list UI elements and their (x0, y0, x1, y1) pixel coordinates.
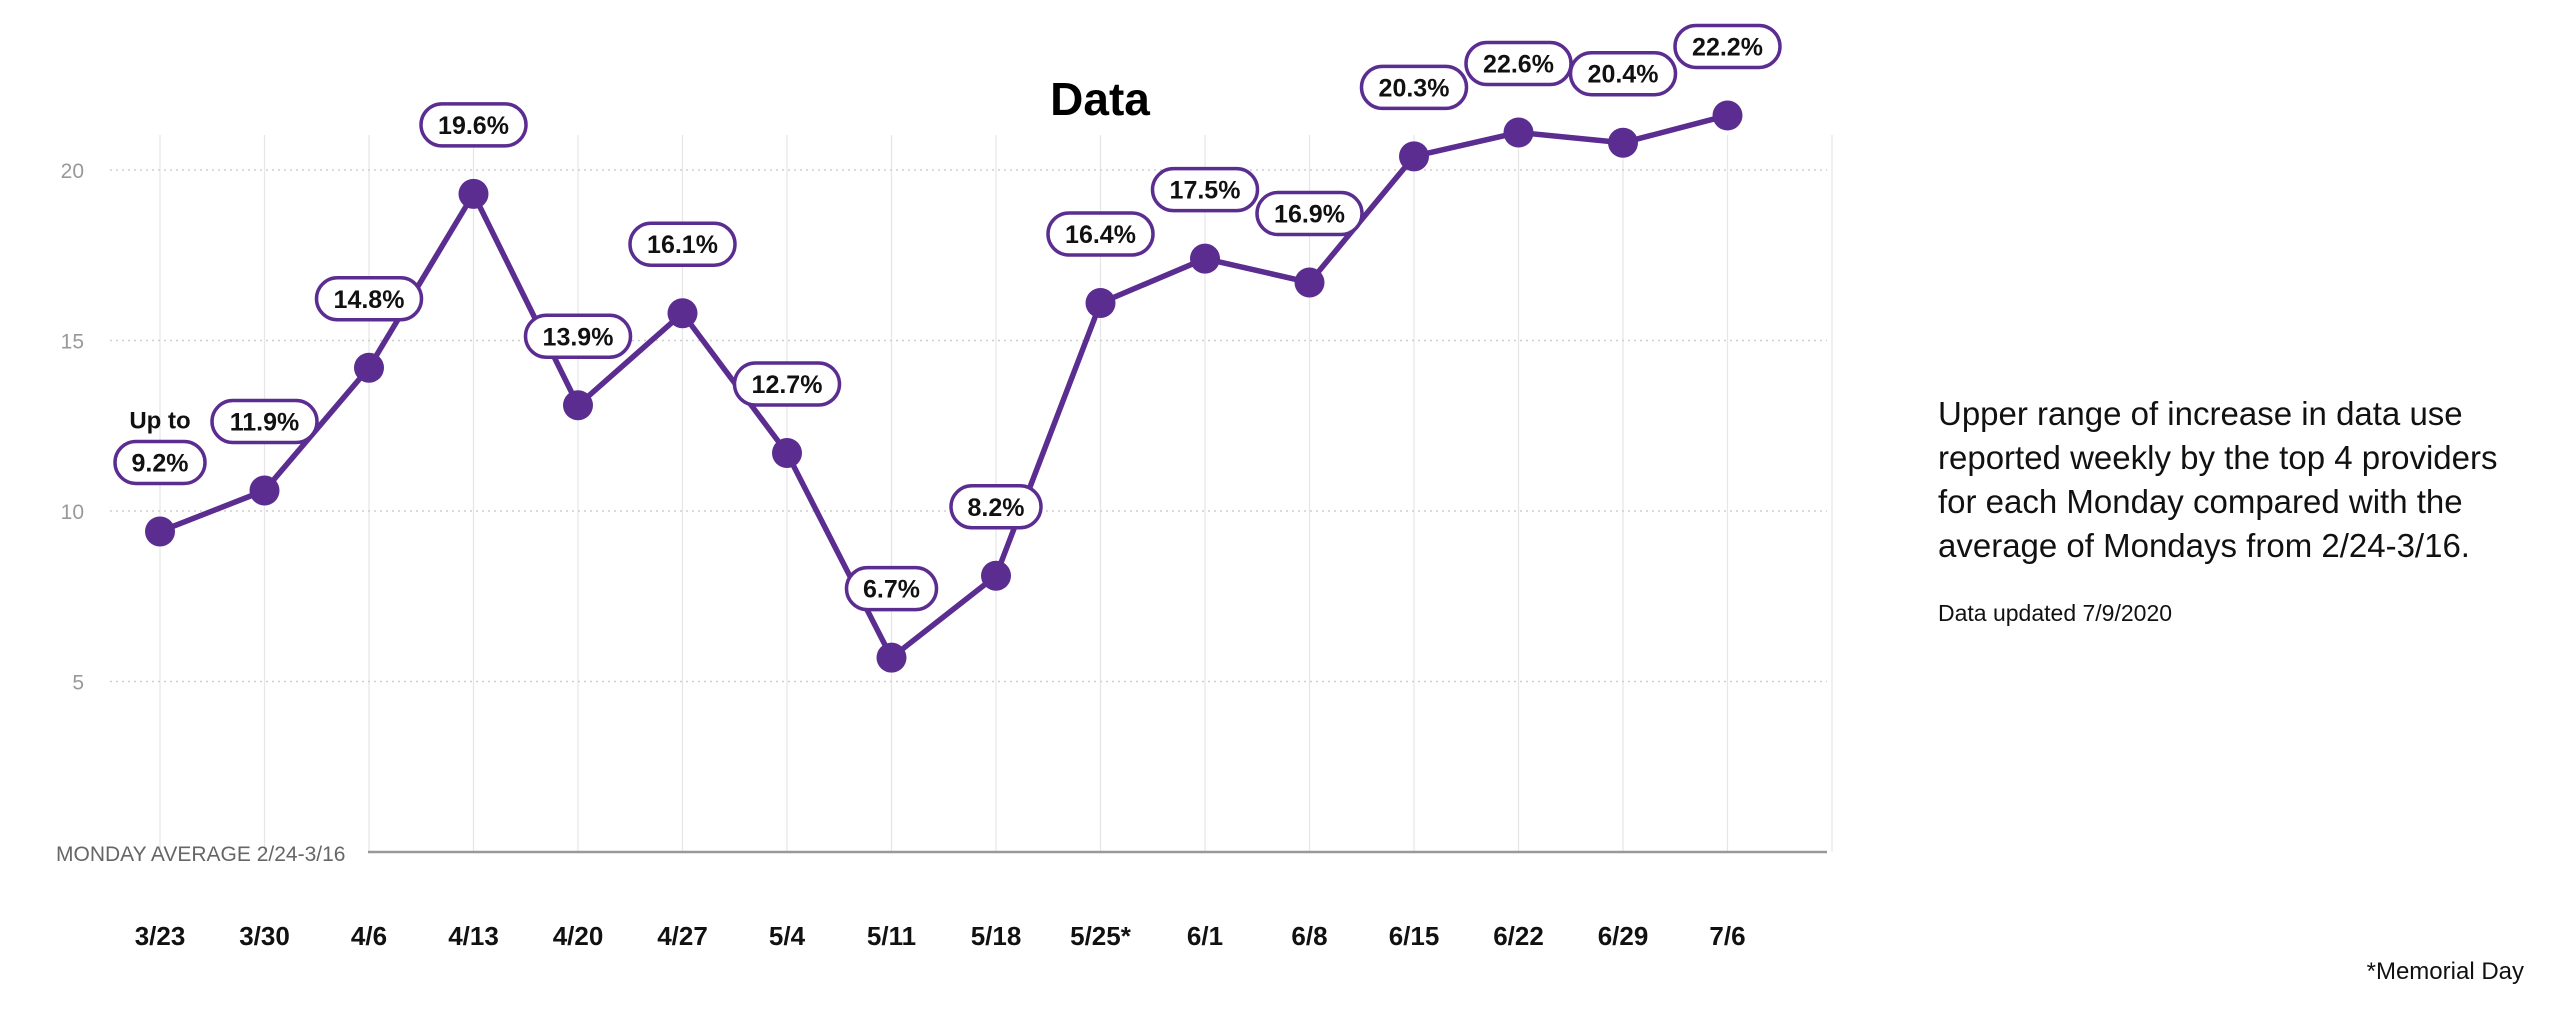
data-label-text: 20.4% (1588, 61, 1659, 89)
data-label: 17.5% (1150, 166, 1260, 213)
data-point (354, 352, 384, 383)
data-label-text: 20.3% (1379, 74, 1450, 102)
x-tick-label: 6/29 (1598, 921, 1649, 951)
data-point (1608, 127, 1638, 158)
x-tick-label: 5/18 (971, 921, 1022, 951)
data-updated-note: Data updated 7/9/2020 (1938, 600, 2173, 626)
data-label: 22.6% (1464, 40, 1573, 87)
axis-layer: 5 10 15 20 3/23 3/30 4/6 4/13 4/20 4/27 5/4 5/11 5/1… (61, 160, 1827, 951)
data-label: 16.9% (1255, 190, 1364, 237)
data-label: 22.2% (1673, 23, 1782, 70)
x-tick-label: 4/6 (351, 921, 387, 951)
data-label: 19.6% (419, 102, 528, 148)
data-label-text: 16.9% (1274, 201, 1345, 229)
data-label-box (1568, 50, 1678, 97)
y-tick-label: 15 (61, 331, 84, 354)
data-point (563, 390, 593, 421)
data-label-text: 14.8% (334, 286, 405, 314)
data-label-box (1046, 211, 1155, 257)
data-point (145, 516, 175, 547)
data-point (458, 178, 489, 209)
y-tick-label: 10 (61, 501, 84, 524)
x-tick-label: 5/25* (1070, 921, 1132, 951)
data-label: 6.7% (844, 565, 939, 612)
x-tick-label: 5/11 (867, 921, 916, 951)
x-tick-label: 3/23 (135, 921, 186, 951)
x-tick-label: 7/6 (1709, 921, 1745, 951)
data-label-box (1255, 190, 1364, 237)
data-label-text: 12.7% (752, 371, 823, 399)
data-label-text: 22.6% (1483, 50, 1554, 78)
data-point (1399, 141, 1429, 172)
data-label: 14.8% (314, 276, 424, 322)
data-label-box (1359, 64, 1469, 111)
data-point (1712, 100, 1743, 131)
data-label-box (949, 484, 1043, 530)
x-tick-label: 5/4 (769, 921, 806, 951)
data-point (1294, 267, 1325, 298)
data-label: 16.1% (628, 221, 737, 267)
data-label: 20.3% (1359, 64, 1469, 111)
data-label-text: 22.2% (1692, 33, 1763, 61)
data-label-text: 16.1% (647, 231, 718, 259)
y-tick-label: 20 (61, 160, 84, 183)
data-label: 12.7% (732, 361, 842, 407)
x-tick-label: 4/27 (657, 921, 708, 951)
data-label-text: 16.4% (1065, 221, 1136, 249)
data-label-box (314, 276, 424, 322)
data-label-box (1150, 166, 1260, 213)
data-label-text: 17.5% (1170, 177, 1241, 205)
data-point (1085, 287, 1116, 318)
x-tick-label: 4/20 (553, 921, 604, 951)
y-tick-label: 5 (72, 672, 84, 695)
x-tick-label: 6/22 (1493, 921, 1544, 951)
data-label-text: 6.7% (863, 576, 920, 604)
x-tick-label: 6/15 (1389, 921, 1440, 951)
data-point (772, 438, 802, 469)
data-label: 9.2% Up to (113, 407, 207, 486)
data-point (1503, 117, 1534, 148)
series-layer (145, 100, 1743, 673)
data-label-box (1464, 40, 1573, 87)
chart-title: Data (1050, 73, 1150, 125)
data-point (876, 642, 907, 673)
data-label-box (628, 221, 737, 267)
data-label: 8.2% (949, 484, 1043, 530)
data-point (667, 298, 698, 329)
data-label-text: 11.9% (230, 409, 300, 437)
chart-description: Upper range of increase in data use repo… (1938, 395, 2498, 564)
data-point (1190, 243, 1220, 274)
data-label-text: 8.2% (968, 494, 1025, 522)
series-line (158, 112, 1729, 661)
data-label-box (844, 565, 939, 612)
data-point (981, 560, 1011, 591)
data-label-text: 9.2% (132, 449, 189, 477)
data-point (249, 475, 280, 506)
grid-layer (110, 135, 1833, 852)
data-label: 13.9% (523, 313, 633, 360)
data-label-box (1673, 23, 1782, 70)
data-label-box (113, 439, 207, 486)
label-layer: 9.2% Up to 11.9% 14.8% 19.6% 13.9% 16.1% 12.7% 6… (113, 23, 1782, 612)
memorial-day-footnote: *Memorial Day (2366, 958, 2524, 985)
data-label-box (732, 361, 842, 407)
x-tick-label: 3/30 (239, 921, 290, 951)
data-label-prefix: Up to (129, 407, 190, 434)
x-tick-label: 4/13 (448, 921, 499, 951)
data-label-box (419, 102, 528, 148)
data-label-text: 13.9% (543, 323, 614, 351)
data-label-box (523, 313, 633, 360)
data-label: 16.4% (1046, 211, 1155, 257)
data-label-box (210, 398, 319, 445)
data-label: 20.4% (1568, 50, 1678, 97)
x-tick-label: 6/1 (1187, 921, 1223, 951)
data-label-text: 19.6% (438, 112, 509, 140)
data-label: 11.9% (210, 398, 319, 445)
baseline-label: MONDAY AVERAGE 2/24-3/16 (56, 843, 345, 866)
x-tick-label: 6/8 (1291, 921, 1327, 951)
